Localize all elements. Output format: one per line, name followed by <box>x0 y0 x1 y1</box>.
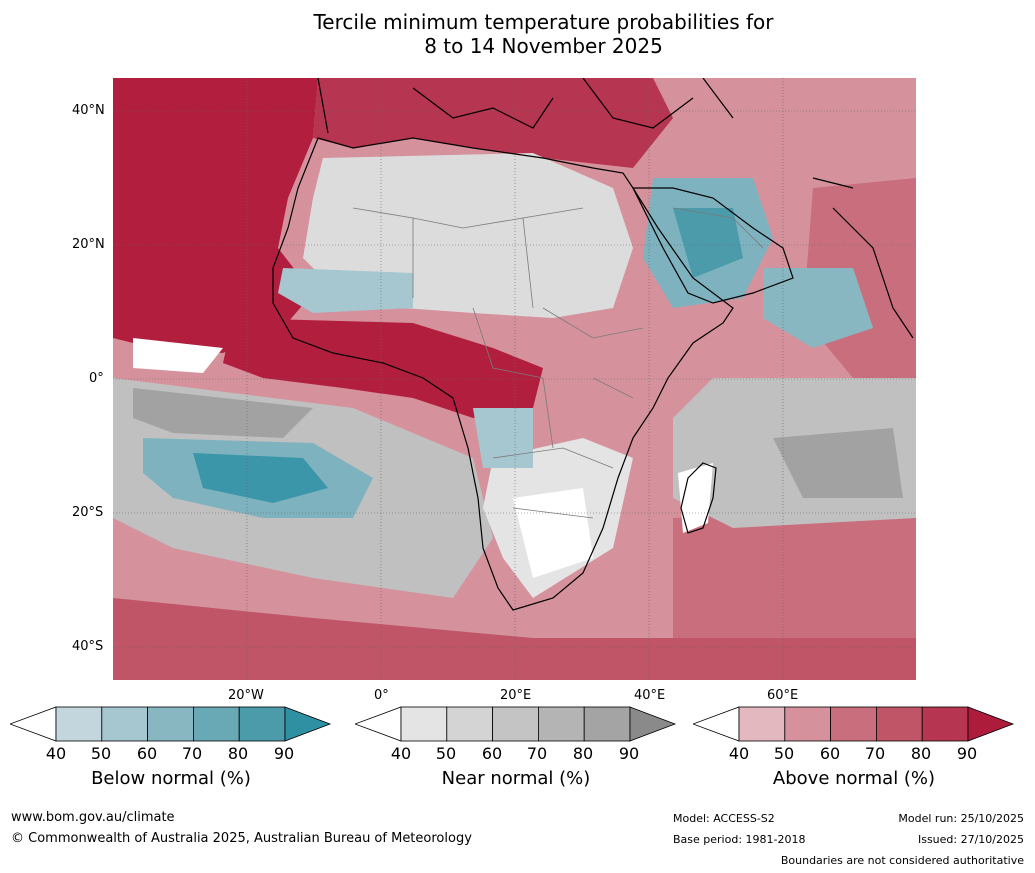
colorbar-above-segment <box>784 706 832 742</box>
region-southern-above <box>113 598 916 680</box>
lat-label-20s: 20°S <box>72 505 104 520</box>
colorbar-above-segment <box>875 706 923 742</box>
region-indian-above <box>673 508 916 638</box>
lat-label-equator: 0° <box>89 371 104 386</box>
lat-label-40s: 40°S <box>72 639 104 654</box>
above-tick-50: 50 <box>773 744 795 763</box>
colorbar-above-min-arrow <box>693 706 740 742</box>
colorbar-near-title: Near normal (%) <box>441 768 591 789</box>
above-tick-90: 90 <box>956 744 978 763</box>
above-tick-40: 40 <box>728 744 750 763</box>
above-tick-80: 80 <box>910 744 932 763</box>
colorbar-above-segment <box>830 706 877 742</box>
colorbar-near-segment <box>446 706 494 742</box>
madagascar-coastline <box>680 462 717 534</box>
map-title: Tercile minimum temperature probabilitie… <box>0 10 1035 58</box>
lat-label-20n: 20°N <box>72 237 105 252</box>
below-tick-90: 90 <box>273 744 295 763</box>
india-coastline <box>812 177 914 339</box>
region-atlantic-white <box>133 338 223 373</box>
region-madagascar-white <box>678 463 713 533</box>
lon-label-40e: 40°E <box>634 688 666 703</box>
probability-map <box>113 78 916 680</box>
colorbar-above-segment <box>921 706 969 742</box>
below-tick-40: 40 <box>45 744 67 763</box>
below-tick-60: 60 <box>136 744 158 763</box>
africa-coastline <box>272 137 734 611</box>
region-mediterranean-above <box>313 78 673 168</box>
footer-url: www.bom.gov.au/climate <box>11 810 175 825</box>
lon-label-60e: 60°E <box>767 688 799 703</box>
below-tick-70: 70 <box>181 744 203 763</box>
colorbar-below <box>10 706 332 742</box>
lat-label-40n: 40°N <box>72 103 105 118</box>
footer-model-run: Model run: 25/10/2025 <box>898 812 1024 825</box>
region-atlantic-above-strong <box>113 78 318 353</box>
colorbar-near-segment <box>400 706 448 742</box>
footer-issued: Issued: 27/10/2025 <box>917 833 1024 846</box>
near-tick-50: 50 <box>435 744 457 763</box>
country-borders <box>352 207 764 519</box>
lon-label-20w: 20°W <box>228 688 264 703</box>
title-line-2: 8 to 14 November 2025 <box>424 34 663 58</box>
region-central-africa-below <box>473 408 533 468</box>
region-arabian-sea-below <box>763 268 873 348</box>
region-sahel-below <box>278 268 413 313</box>
colorbar-below-title: Below normal (%) <box>91 768 251 789</box>
above-tick-70: 70 <box>864 744 886 763</box>
map-canvas <box>113 78 916 680</box>
arabia-coastline <box>632 187 794 304</box>
colorbar-below-segment <box>192 706 240 742</box>
colorbar-below-segment <box>238 706 286 742</box>
near-tick-80: 80 <box>572 744 594 763</box>
colorbar-above-segment <box>738 706 786 742</box>
colorbar-near-segment <box>492 706 539 742</box>
colorbar-above-max-arrow <box>967 706 1015 742</box>
colorbar-below-min-arrow <box>10 706 57 742</box>
region-indian-dark <box>773 428 903 498</box>
near-tick-90: 90 <box>618 744 640 763</box>
colorbar-near-max-arrow <box>629 706 677 742</box>
below-tick-50: 50 <box>90 744 112 763</box>
lon-label-0: 0° <box>374 688 389 703</box>
region-south-atlantic-below-dark <box>193 453 328 503</box>
above-tick-60: 60 <box>819 744 841 763</box>
colorbar-above <box>693 706 1015 742</box>
colorbar-below-segment <box>147 706 194 742</box>
colorbar-below-segment <box>101 706 149 742</box>
near-tick-40: 40 <box>390 744 412 763</box>
region-south-atlantic-dark <box>133 388 313 438</box>
title-line-1: Tercile minimum temperature probabilitie… <box>313 10 774 34</box>
near-tick-60: 60 <box>481 744 503 763</box>
europe-coastline <box>317 78 734 134</box>
lon-label-20e: 20°E <box>500 688 532 703</box>
below-tick-80: 80 <box>227 744 249 763</box>
colorbar-near <box>355 706 677 742</box>
region-guinea-above <box>223 318 543 418</box>
colorbar-above-title: Above normal (%) <box>772 768 936 789</box>
footer-disclaimer: Boundaries are not considered authoritat… <box>780 854 1024 867</box>
near-tick-70: 70 <box>526 744 548 763</box>
footer-copyright: © Commonwealth of Australia 2025, Austra… <box>11 831 472 846</box>
region-arabia-below-dark <box>673 208 743 278</box>
colorbar-below-max-arrow <box>284 706 332 742</box>
colorbar-near-segment <box>537 706 585 742</box>
colorbar-near-min-arrow <box>355 706 402 742</box>
graticule <box>113 78 916 680</box>
footer-model: Model: ACCESS-S2 <box>673 812 775 825</box>
colorbar-near-segment <box>583 706 631 742</box>
footer-base-period: Base period: 1981-2018 <box>673 833 806 846</box>
colorbar-below-segment <box>55 706 103 742</box>
